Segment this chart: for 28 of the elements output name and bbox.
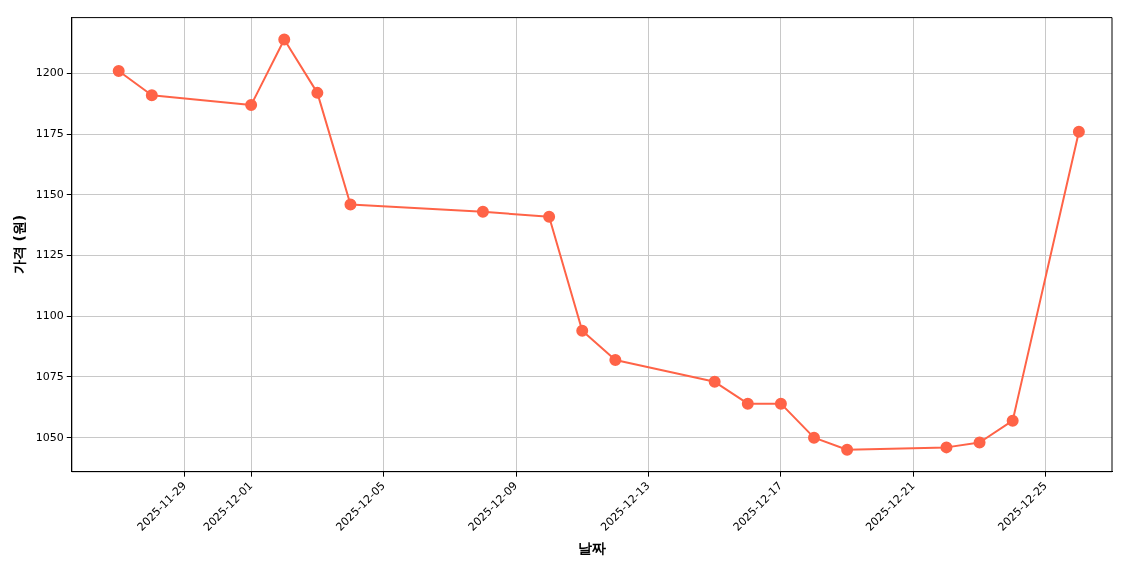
- point: [841, 443, 854, 456]
- point: [1006, 414, 1019, 427]
- y-tick-label: 1125: [35, 248, 64, 262]
- y-tick-label: 1100: [35, 309, 64, 323]
- point: [940, 441, 953, 454]
- x-axis-title: 날짜: [577, 540, 606, 557]
- point: [741, 397, 754, 410]
- y-tick-label: 1050: [35, 430, 64, 444]
- point: [476, 205, 489, 218]
- point: [112, 65, 125, 78]
- point: [245, 99, 258, 112]
- point: [278, 33, 291, 46]
- point: [543, 210, 556, 223]
- point: [576, 324, 589, 337]
- point: [344, 198, 357, 211]
- point: [774, 397, 787, 410]
- point: [973, 436, 986, 449]
- y-tick-label: 1200: [35, 66, 64, 80]
- point: [708, 375, 721, 388]
- y-tick-label: 1175: [35, 127, 64, 141]
- y-tick-label: 1150: [35, 187, 64, 201]
- y-axis-title: 가격 (원): [11, 214, 28, 275]
- y-tick-label: 1075: [35, 369, 64, 383]
- point: [1072, 125, 1085, 138]
- point: [609, 353, 622, 366]
- point: [808, 431, 821, 444]
- point: [145, 89, 158, 102]
- point: [311, 86, 324, 99]
